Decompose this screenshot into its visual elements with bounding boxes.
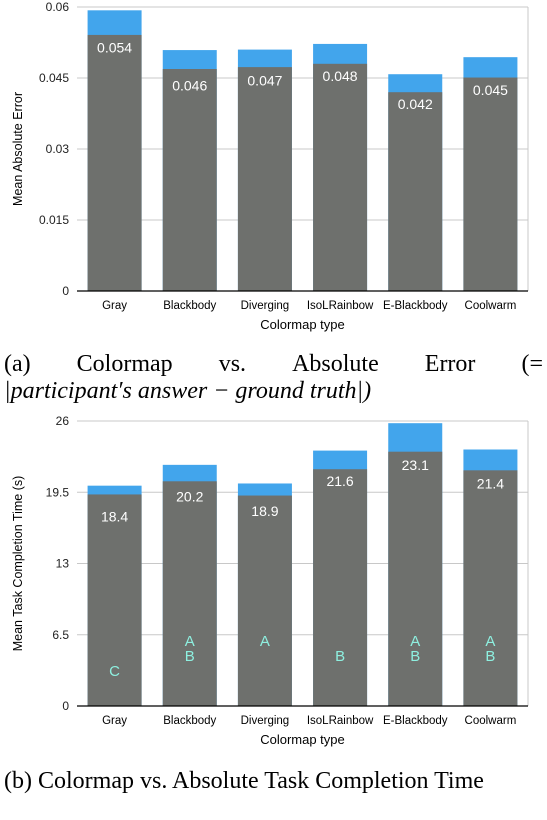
x-axis-title: Colormap type	[260, 317, 345, 332]
y-axis-title: Mean Task Completion Time (s)	[11, 476, 25, 652]
data-label: 18.4	[101, 508, 128, 524]
bar	[87, 34, 142, 291]
x-tick-label: E-Blackbody	[383, 715, 448, 727]
y-tick-label: 0.015	[39, 213, 69, 227]
x-tick-label: Gray	[102, 300, 127, 312]
group-letter: A	[410, 633, 420, 650]
group-letter: B	[185, 648, 195, 665]
group-letter: A	[485, 633, 495, 650]
group-letter: C	[109, 663, 120, 680]
bar	[237, 67, 292, 291]
chart-mean-task-completion-time: 06.51319.52618.4GrayC20.2BlackbodyAB18.9…	[11, 414, 529, 747]
x-axis-title: Colormap type	[260, 732, 345, 747]
group-letter: B	[335, 648, 345, 665]
x-tick-label: Blackbody	[163, 300, 216, 312]
data-label: 21.6	[326, 473, 353, 489]
y-tick-label: 0.03	[46, 142, 70, 156]
caption-a-word: Colormap	[76, 351, 173, 377]
bar	[463, 77, 518, 291]
bar	[162, 481, 217, 706]
bar	[463, 470, 518, 706]
group-letter: B	[485, 648, 495, 665]
x-tick-label: E-Blackbody	[383, 300, 448, 312]
y-tick-label: 6.5	[52, 628, 69, 642]
bar	[313, 63, 368, 291]
x-tick-label: IsoLRainbow	[307, 300, 374, 312]
x-tick-label: Coolwarm	[465, 300, 517, 312]
caption-b: (b) Colormap vs. Absolute Task Completio…	[4, 768, 484, 794]
y-tick-label: 13	[56, 557, 70, 571]
caption-a-word: Error	[424, 351, 476, 377]
group-letter: A	[260, 633, 270, 650]
data-label: 20.2	[176, 489, 203, 505]
x-tick-label: Blackbody	[163, 715, 216, 727]
caption-a-label: (a)	[4, 351, 31, 377]
y-tick-label: 19.5	[46, 485, 70, 499]
data-label: 23.1	[402, 457, 429, 473]
caption-a: (a) Colormap vs. Absolute Error (= |part…	[4, 351, 543, 405]
caption-a-word: vs.	[218, 351, 247, 377]
data-label: 0.045	[473, 82, 508, 98]
x-tick-label: Coolwarm	[465, 715, 517, 727]
group-letter: B	[410, 648, 420, 665]
y-tick-label: 0.045	[39, 71, 69, 85]
data-label: 0.048	[323, 68, 358, 84]
data-label: 0.054	[97, 39, 132, 55]
bar	[237, 495, 292, 706]
caption-a-word: Absolute	[292, 351, 379, 377]
data-label: 21.4	[477, 475, 504, 491]
y-tick-label: 0	[62, 699, 69, 713]
bar	[162, 69, 217, 291]
group-letter: A	[185, 633, 195, 650]
y-axis-title: Mean Absolute Error	[11, 92, 25, 206]
x-tick-label: Gray	[102, 715, 127, 727]
data-label: 0.046	[172, 77, 207, 93]
bar	[87, 494, 142, 706]
data-label: 0.042	[398, 96, 433, 112]
x-tick-label: Diverging	[241, 300, 290, 312]
y-tick-label: 26	[56, 414, 70, 428]
data-label: 18.9	[251, 503, 278, 519]
x-tick-label: IsoLRainbow	[307, 715, 374, 727]
bar	[388, 92, 443, 291]
bar	[388, 451, 443, 706]
chart-mean-absolute-error: 0 0.015 0.03 0.045 0.06 0.054 Gray 0.046 Blackbo…	[11, 0, 529, 332]
caption-a-formula: |participant′s answer − ground truth|)	[4, 378, 372, 404]
y-tick-label: 0.06	[46, 0, 70, 14]
x-tick-label: Diverging	[241, 715, 290, 727]
data-label: 0.047	[247, 73, 282, 89]
caption-a-word: (=	[521, 351, 543, 377]
y-tick-label: 0	[62, 284, 69, 298]
bar	[313, 469, 368, 706]
